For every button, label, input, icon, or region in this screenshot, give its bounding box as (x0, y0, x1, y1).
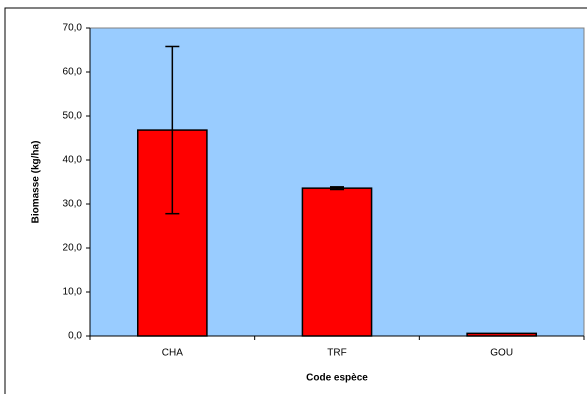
y-tick-label: 0,0 (68, 331, 82, 342)
error-bar (165, 45, 180, 215)
y-tick-label: 20,0 (63, 243, 83, 254)
y-axis-label: Biomasse (kg/ha) (31, 141, 42, 224)
bar (466, 332, 537, 337)
y-tick-label: 40,0 (63, 155, 83, 166)
y-tick-label: 10,0 (63, 287, 83, 298)
x-tick-label: GOU (490, 348, 513, 359)
x-tick-label: TRF (327, 348, 346, 359)
y-tick-label: 50,0 (63, 111, 83, 122)
error-bar (330, 186, 344, 191)
y-tick-label: 30,0 (63, 199, 83, 210)
x-tick-label: CHA (162, 348, 183, 359)
bar (301, 187, 373, 337)
y-tick-label: 70,0 (63, 23, 83, 34)
x-axis-label: Code espèce (306, 373, 368, 384)
y-tick-label: 60,0 (63, 67, 83, 78)
